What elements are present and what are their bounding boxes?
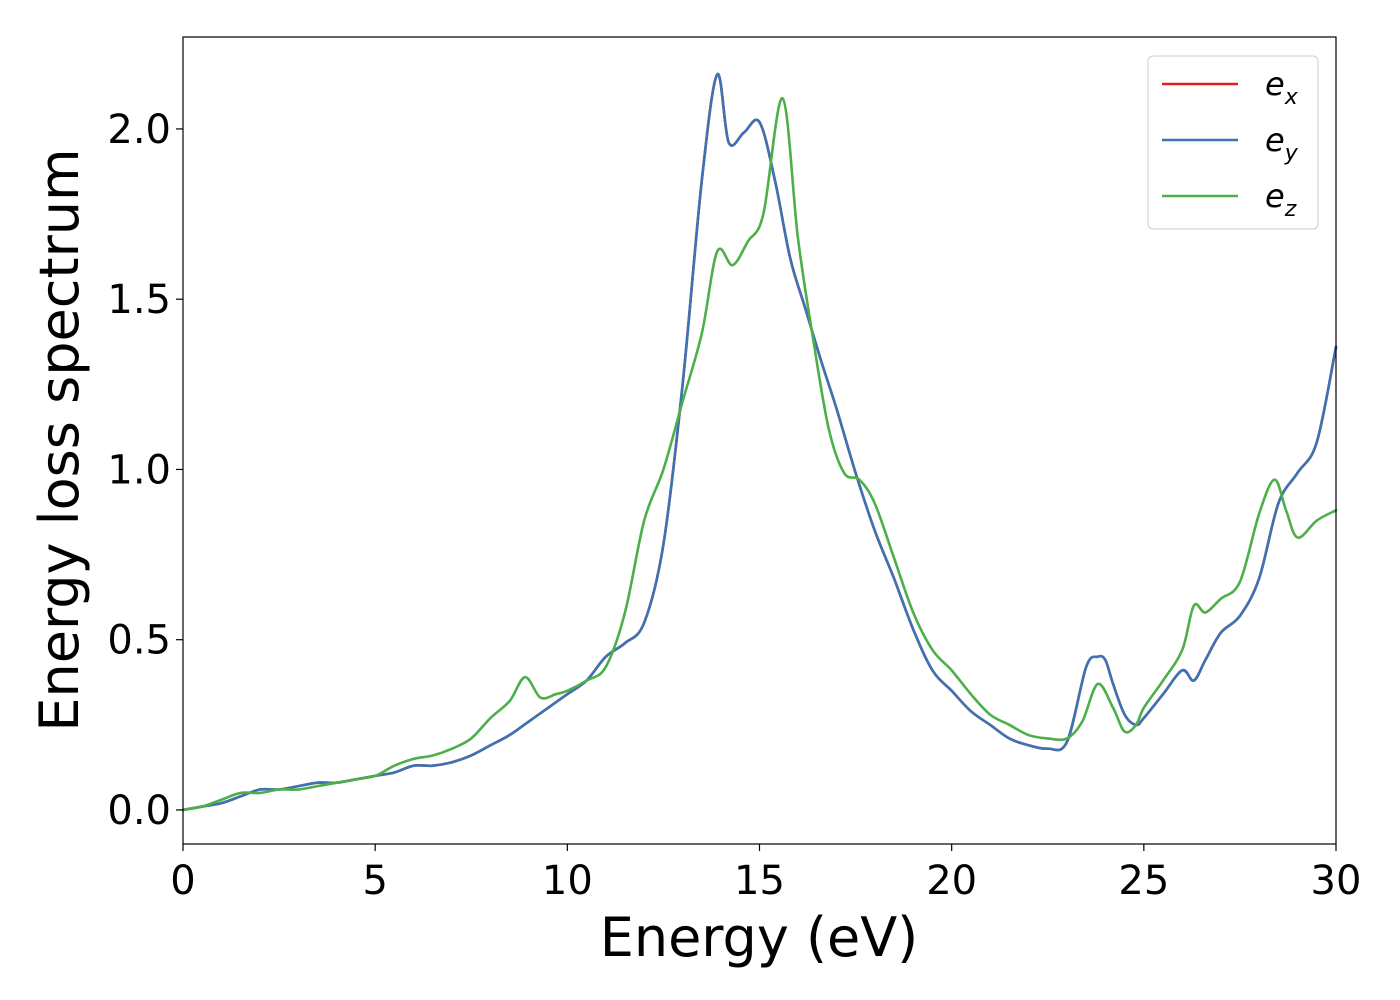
y-axis-title: Energy loss spectrum [28,148,91,731]
x-tick-label: 0 [170,858,195,904]
y-tick-label: 0.5 [107,618,171,664]
series-line-z [181,96,1338,812]
y-axis-ticks: 0.0 0.5 1.0 1.5 2.0 [107,107,183,834]
series-layer [181,73,1338,812]
y-tick-label: 1.5 [107,277,171,323]
x-tick-label: 20 [926,858,977,904]
x-tick-label: 15 [734,858,785,904]
legend-label-y: ey [1265,121,1299,166]
x-axis-title: Energy (eV) [600,906,919,969]
legend-label-x: ex [1265,65,1299,110]
series-line-y [181,73,1338,812]
x-tick-label: 5 [362,858,387,904]
x-tick-label: 25 [1118,858,1169,904]
y-tick-label: 1.0 [107,447,171,493]
x-tick-label: 30 [1311,858,1362,904]
legend-frame [1147,55,1319,230]
y-tick-label: 0.0 [107,788,171,834]
x-axis-ticks: 0 5 10 15 20 25 30 [170,844,1361,904]
y-tick-label: 2.0 [107,107,171,153]
x-tick-label: 10 [542,858,593,904]
